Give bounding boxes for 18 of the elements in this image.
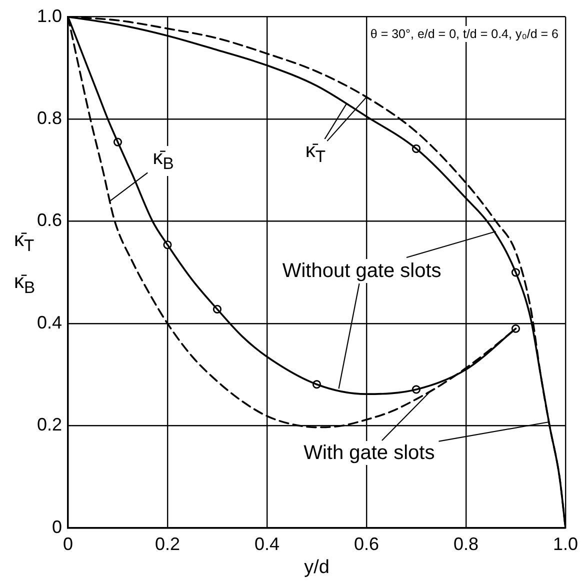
y-tick-label: 1.0 [36, 6, 62, 26]
x-tick-label: 0.4 [254, 534, 280, 554]
x-tick-label: 0.6 [354, 534, 380, 554]
y-tick-label: 0 [52, 516, 62, 537]
annotation: Without gate slots [281, 258, 442, 282]
annotation: κ̄$_{T}$ [304, 139, 327, 170]
annotation: With gate slots [302, 441, 436, 466]
y-tick-label: 0.4 [36, 312, 62, 332]
annotation: κ̄$_{B}$ [152, 146, 175, 176]
x-tick-label: 1.0 [552, 534, 578, 554]
y-tick-label: 0.2 [36, 414, 62, 435]
y-axis-title: κ̄$_{T}$ κ̄$_{B}$ [14, 229, 36, 297]
x-tick-label: 0.8 [453, 534, 479, 554]
x-tick-label: 0.2 [154, 534, 180, 554]
y-tick-label: 0.8 [36, 108, 62, 128]
y-tick-label: 0.6 [36, 210, 62, 230]
annotation: θ = 30°, e/d = 0, t/d = 0.4, y₀/d = 6 [369, 26, 560, 42]
x-axis-title: y/d [304, 556, 330, 578]
